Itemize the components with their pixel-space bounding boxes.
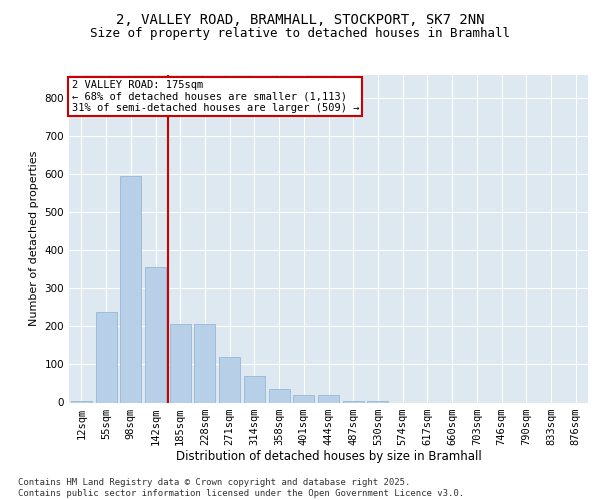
Bar — [194, 324, 215, 402]
Bar — [145, 268, 166, 402]
Bar — [269, 389, 290, 402]
Y-axis label: Number of detached properties: Number of detached properties — [29, 151, 39, 326]
Bar — [293, 395, 314, 402]
Bar — [170, 324, 191, 402]
X-axis label: Distribution of detached houses by size in Bramhall: Distribution of detached houses by size … — [176, 450, 481, 464]
Bar — [219, 357, 240, 403]
Text: Contains HM Land Registry data © Crown copyright and database right 2025.
Contai: Contains HM Land Registry data © Crown c… — [18, 478, 464, 498]
Bar — [95, 312, 116, 402]
Bar — [343, 400, 364, 402]
Bar — [244, 376, 265, 402]
Text: 2 VALLEY ROAD: 175sqm
← 68% of detached houses are smaller (1,113)
31% of semi-d: 2 VALLEY ROAD: 175sqm ← 68% of detached … — [71, 80, 359, 113]
Bar — [367, 400, 388, 402]
Bar — [120, 176, 141, 402]
Text: 2, VALLEY ROAD, BRAMHALL, STOCKPORT, SK7 2NN: 2, VALLEY ROAD, BRAMHALL, STOCKPORT, SK7… — [116, 12, 484, 26]
Bar — [71, 400, 92, 402]
Text: Size of property relative to detached houses in Bramhall: Size of property relative to detached ho… — [90, 28, 510, 40]
Bar — [318, 395, 339, 402]
